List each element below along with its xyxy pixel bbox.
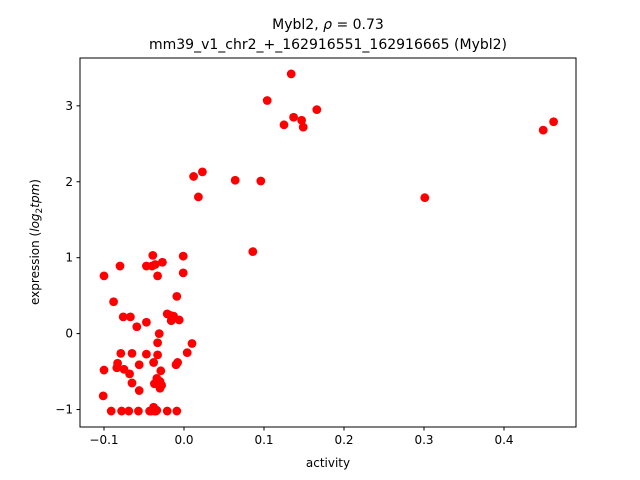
data-point: [286, 69, 296, 79]
data-point: [538, 125, 548, 135]
data-point: [134, 386, 144, 395]
data-point: [158, 257, 167, 267]
data-point: [153, 338, 163, 348]
data-point: [149, 358, 159, 367]
axes-frame: [79, 57, 577, 428]
x-tick-label: 0.4: [494, 433, 513, 447]
data-point: [118, 312, 128, 322]
data-point: [248, 247, 258, 257]
data-point: [99, 365, 109, 375]
data-point: [99, 271, 109, 281]
data-point: [178, 268, 188, 278]
data-point: [289, 112, 298, 122]
data-point: [279, 120, 289, 130]
x-tick-label: 0.1: [254, 433, 273, 447]
chart-title-line2: mm39_v1_chr2_+_162916551_162916665 (Mybl…: [149, 37, 507, 53]
data-point: [166, 316, 176, 326]
data-point: [178, 251, 188, 261]
data-point: [162, 406, 172, 416]
points-layer: [98, 69, 558, 416]
data-point: [230, 175, 240, 185]
x-axis-label: activity: [306, 456, 350, 470]
data-point: [134, 406, 143, 416]
data-point: [127, 348, 137, 358]
data-point: [142, 349, 151, 359]
data-point: [115, 261, 125, 271]
data-point: [256, 176, 266, 186]
y-tick-label: −1: [55, 403, 73, 417]
data-point: [198, 167, 207, 177]
data-point: [151, 406, 161, 416]
x-tick-label: 0.0: [174, 433, 193, 447]
data-point: [142, 317, 151, 327]
data-point: [109, 297, 118, 307]
data-point: [106, 406, 116, 416]
y-tick-label: 0: [65, 327, 73, 341]
data-point: [153, 350, 163, 360]
data-point: [117, 406, 126, 416]
data-point: [420, 193, 430, 203]
data-point: [194, 192, 203, 202]
y-tick-label: 3: [65, 99, 73, 113]
data-point: [312, 105, 322, 115]
x-tick-label: 0.3: [414, 433, 433, 447]
data-point: [262, 96, 272, 105]
data-point: [132, 322, 142, 332]
y-axis-label: expression (log2tpm): [28, 179, 45, 305]
data-point: [134, 360, 144, 370]
data-point: [127, 378, 137, 388]
x-tick-label: 0.2: [334, 433, 353, 447]
data-point: [155, 383, 165, 393]
y-tick-label: 2: [65, 175, 73, 189]
x-axis-ticks: −0.1 0.0 0.1 0.2 0.3 0.4: [89, 427, 514, 447]
data-point: [124, 406, 134, 416]
data-point: [116, 348, 126, 358]
data-point: [125, 312, 135, 322]
data-point: [172, 292, 182, 301]
data-point: [125, 369, 134, 379]
data-point: [187, 339, 197, 348]
data-point: [182, 348, 192, 357]
data-point: [156, 366, 166, 376]
data-point: [98, 391, 108, 401]
x-tick-label: −0.1: [89, 433, 118, 447]
data-point: [172, 406, 182, 416]
data-point: [112, 363, 122, 373]
data-point: [189, 172, 199, 181]
data-point: [150, 260, 160, 269]
y-tick-label: 1: [65, 251, 73, 265]
data-point: [148, 251, 158, 260]
y-axis-ticks: −1 0 1 2 3: [55, 99, 80, 417]
data-point: [298, 122, 308, 132]
data-point: [549, 117, 558, 127]
data-point: [154, 329, 164, 339]
data-point: [297, 115, 306, 125]
chart-title-line1: Mybl2, ρ = 0.73: [272, 17, 384, 33]
data-point: [174, 315, 184, 325]
data-point: [173, 358, 183, 367]
data-point: [153, 271, 163, 281]
